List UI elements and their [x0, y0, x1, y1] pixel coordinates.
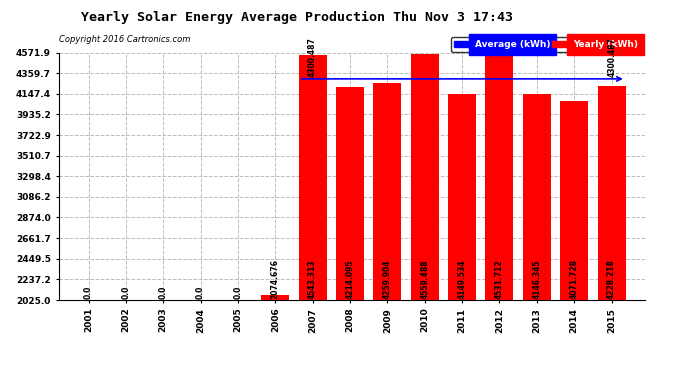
Bar: [411, 54, 439, 300]
Text: 0.0: 0.0: [233, 286, 242, 299]
Text: 4300.487: 4300.487: [308, 37, 317, 77]
Text: Copyright 2016 Cartronics.com: Copyright 2016 Cartronics.com: [59, 35, 190, 44]
Text: 4149.534: 4149.534: [457, 260, 466, 299]
Bar: [448, 93, 476, 300]
Text: 4543.313: 4543.313: [308, 260, 317, 299]
Text: 4071.728: 4071.728: [570, 259, 579, 299]
Bar: [486, 56, 513, 300]
Bar: [560, 101, 588, 300]
Text: Yearly Solar Energy Average Production Thu Nov 3 17:43: Yearly Solar Energy Average Production T…: [81, 11, 513, 24]
Text: 4300.487: 4300.487: [608, 37, 617, 77]
Bar: [336, 87, 364, 300]
Text: 4146.345: 4146.345: [532, 260, 542, 299]
Text: 0.0: 0.0: [159, 286, 168, 299]
Text: 4214.095: 4214.095: [346, 260, 355, 299]
Text: 4531.712: 4531.712: [495, 260, 504, 299]
Text: 0.0: 0.0: [196, 286, 205, 299]
Bar: [262, 295, 289, 300]
Legend: Average (kWh), Yearly (kWh): Average (kWh), Yearly (kWh): [451, 37, 640, 52]
Bar: [598, 86, 626, 300]
Bar: [373, 83, 402, 300]
Text: 4559.488: 4559.488: [420, 260, 429, 299]
Text: 0.0: 0.0: [121, 286, 130, 299]
Bar: [299, 55, 326, 300]
Text: 0.0: 0.0: [84, 286, 93, 299]
Text: 2074.676: 2074.676: [270, 259, 280, 299]
Text: 4228.218: 4228.218: [607, 259, 616, 299]
Bar: [523, 94, 551, 300]
Text: 4259.904: 4259.904: [383, 260, 392, 299]
